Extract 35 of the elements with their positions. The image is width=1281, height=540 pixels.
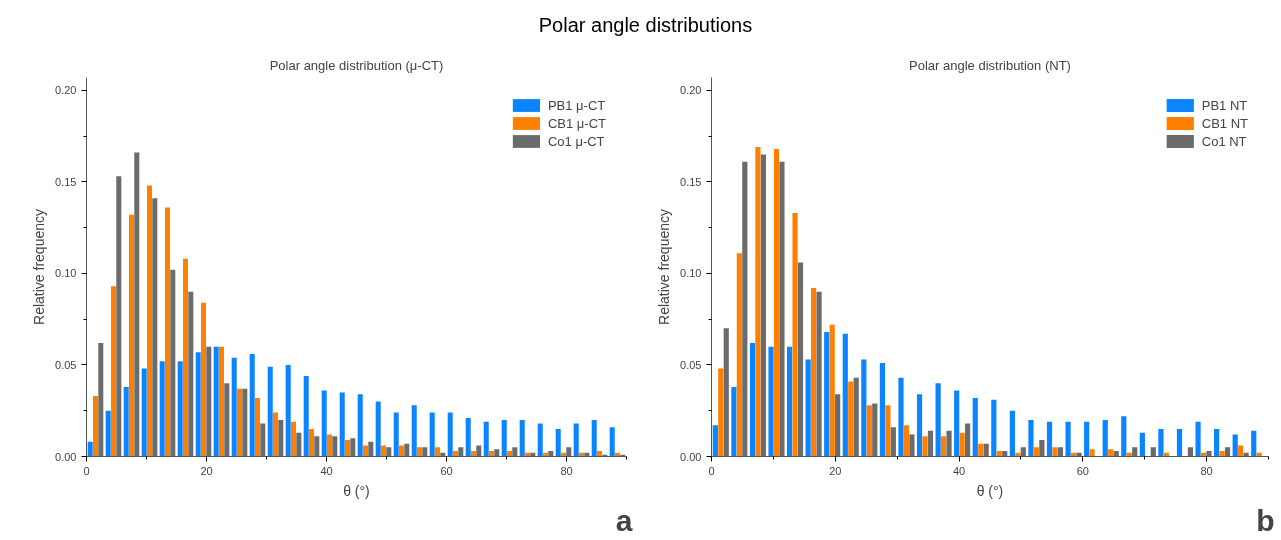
y-tick-label: 0.15: [680, 175, 702, 188]
legend-label: PB1 μ-CT: [547, 97, 606, 113]
x-tick-label: 60: [440, 464, 453, 477]
x-tick-label: 40: [320, 464, 333, 477]
text: Polar angle distributions: [538, 13, 753, 38]
x-axis-title: θ (°): [343, 482, 370, 499]
x-tick-label: 20: [829, 464, 842, 477]
x-tick-label: 0: [708, 464, 715, 477]
y-tick-label: 0.10: [680, 267, 702, 280]
y-tick-label: 0.00: [55, 450, 77, 463]
x-tick-label: 40: [952, 464, 966, 477]
legend-label: Co1 NT: [1201, 133, 1247, 149]
chart-title: Polar angle distribution (μ-CT): [269, 57, 444, 73]
legend-label: Co1 μ-CT: [547, 133, 605, 149]
x-axis-title: θ (°): [976, 482, 1004, 499]
chart-title: Polar angle distribution (NT): [909, 57, 1071, 73]
legend-label: PB1 NT: [1201, 97, 1248, 113]
y-tick-label: 0.20: [680, 84, 702, 97]
y-tick-label: 0.00: [680, 450, 702, 463]
y-axis-title: Relative frequency: [31, 209, 48, 325]
y-axis-title: Relative frequency: [656, 209, 673, 325]
text: b: [1256, 503, 1275, 537]
legend-label: CB1 μ-CT: [547, 115, 606, 131]
x-tick-label: 80: [1200, 464, 1213, 477]
x-tick-label: 80: [560, 464, 573, 477]
text: a: [615, 503, 633, 537]
y-tick-label: 0.05: [55, 358, 77, 371]
x-tick-label: 0: [83, 464, 90, 477]
y-tick-label: 0.10: [55, 267, 77, 280]
y-tick-label: 0.05: [680, 358, 702, 371]
legend-label: CB1 NT: [1201, 115, 1248, 131]
y-tick-label: 0.15: [55, 175, 77, 188]
x-tick-label: 20: [200, 464, 213, 477]
y-tick-label: 0.20: [55, 84, 77, 97]
x-tick-label: 60: [1076, 464, 1089, 477]
